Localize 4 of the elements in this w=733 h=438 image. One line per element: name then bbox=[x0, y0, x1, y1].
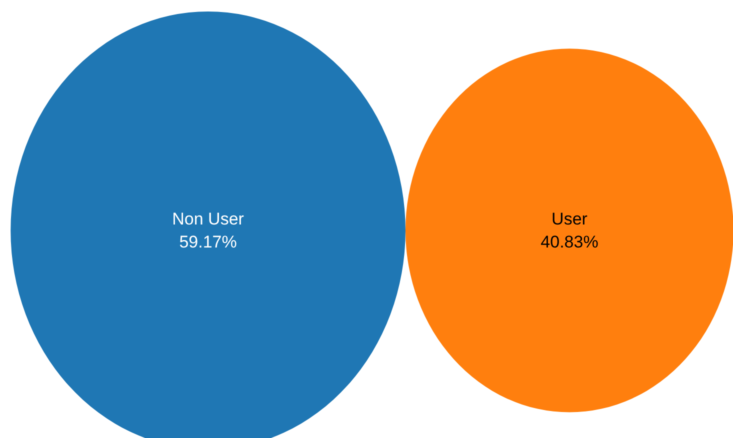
category-label: Non User bbox=[172, 210, 244, 229]
data-label: 59.17% bbox=[179, 232, 237, 252]
category-label: User bbox=[552, 210, 588, 229]
data-label: 40.83% bbox=[540, 232, 598, 252]
